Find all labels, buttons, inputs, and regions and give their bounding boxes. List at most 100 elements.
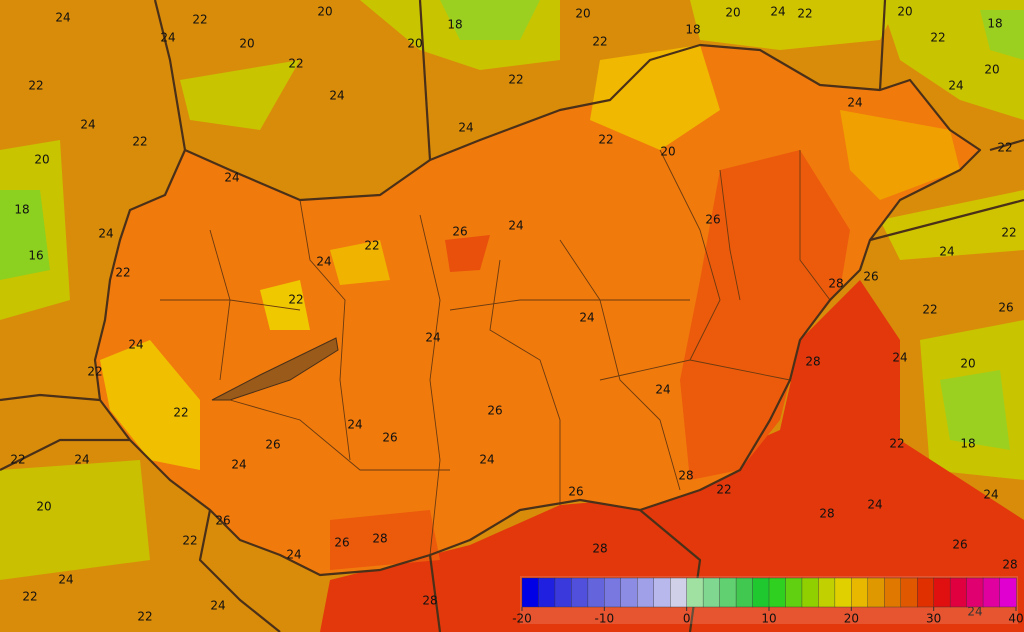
contour-label: 24 [329, 89, 344, 103]
contour-label: 24 [458, 121, 473, 135]
country-border [93, 43, 982, 577]
contour-label: 22 [364, 239, 379, 253]
colorbar-segment [768, 577, 787, 608]
outer-patches [0, 0, 1024, 580]
contour-label: 26 [998, 301, 1013, 315]
colorbar-tick-label: 0 [683, 612, 691, 626]
colorbar-segment [571, 577, 589, 608]
contour-label: 18 [987, 17, 1002, 31]
contour-label: 20 [960, 357, 975, 371]
contour-label: 22 [598, 133, 613, 147]
contour-label: 22 [288, 57, 303, 71]
colorbar-segment [637, 577, 655, 608]
contour-label: 22 [797, 7, 812, 21]
colorbar: -20 -10 0 10 20 30 40 [512, 576, 1024, 626]
contour-label: 24 [948, 79, 963, 93]
colorbar-tick-label: 40 [1008, 612, 1023, 626]
contour-label: 28 [819, 507, 834, 521]
colorbar-segment [554, 577, 573, 608]
contour-label: 26 [265, 438, 280, 452]
colorbar-segment [949, 577, 968, 608]
contour-label: 22 [288, 293, 303, 307]
contour-label: 24 [508, 219, 523, 233]
colorbar-segment [917, 577, 935, 608]
contour-label: 20 [575, 7, 590, 21]
contour-label: 28 [1002, 558, 1017, 572]
colorbar-segment [933, 577, 951, 608]
contour-label: 24 [892, 351, 907, 365]
contour-label: 24 [867, 498, 882, 512]
contour-label: 24 [425, 331, 440, 345]
county-borders [160, 149, 831, 556]
contour-label: 26 [568, 485, 583, 499]
contour-label: 24 [847, 96, 862, 110]
colorbar-segment [538, 577, 556, 608]
colorbar-tick-label: -20 [512, 612, 532, 626]
contour-label: 20 [36, 500, 51, 514]
colorbar-segment [785, 577, 803, 608]
colorbar-segment [867, 577, 885, 608]
contour-label: 22 [182, 534, 197, 548]
colorbar-segment [752, 577, 770, 608]
contour-label: 22 [22, 590, 37, 604]
contour-label: 22 [997, 141, 1012, 155]
contour-label: 24 [80, 118, 95, 132]
colorbar-segment [686, 577, 704, 608]
contour-label: 18 [447, 18, 462, 32]
contour-label: 24 [939, 245, 954, 259]
colorbar-segment [521, 577, 540, 608]
contour-label: 22 [132, 135, 147, 149]
contour-label: 22 [716, 483, 731, 497]
contour-label: 24 [770, 5, 785, 19]
colorbar-segment [801, 577, 820, 608]
contour-label: 22 [115, 266, 130, 280]
colorbar-segment [851, 577, 869, 608]
contour-label: 24 [55, 11, 70, 25]
contour-label: 20 [984, 63, 999, 77]
contour-label: 22 [889, 437, 904, 451]
contour-label: 28 [678, 469, 693, 483]
contour-label: 22 [87, 365, 102, 379]
contour-label: 24 [286, 548, 301, 562]
contour-label: 26 [705, 213, 720, 227]
contour-label: 26 [334, 536, 349, 550]
contour-label: 26 [863, 270, 878, 284]
contour-label: 28 [828, 277, 843, 291]
contour-label: 24 [224, 171, 239, 185]
contour-label: 18 [14, 203, 29, 217]
contour-label: 20 [897, 5, 912, 19]
colorbar-segment [702, 577, 721, 608]
contour-label: 26 [452, 225, 467, 239]
contour-label: 22 [10, 453, 25, 467]
inner-patches [100, 45, 960, 570]
contour-label: 28 [805, 355, 820, 369]
colorbar-tick-label: -10 [595, 612, 615, 626]
contour-label: 20 [725, 6, 740, 20]
colorbar-segment [834, 577, 853, 608]
colorbar-segment [999, 577, 1017, 608]
contour-label: 26 [487, 404, 502, 418]
colorbar-segment [884, 577, 902, 608]
colorbar-segment [604, 577, 622, 608]
contour-label: 24 [58, 573, 73, 587]
contour-label: 20 [317, 5, 332, 19]
contour-label: 28 [372, 532, 387, 546]
contour-label: 24 [347, 418, 362, 432]
colorbar-segment [587, 577, 606, 608]
contour-label: 24 [210, 599, 225, 613]
colorbar-segment [719, 577, 737, 608]
colorbar-segment [653, 577, 671, 608]
contour-label: 22 [173, 406, 188, 420]
contour-label: 24 [160, 31, 175, 45]
colorbar-segment [900, 577, 918, 608]
contour-label: 20 [660, 145, 675, 159]
contour-label: 26 [215, 514, 230, 528]
contour-label: 26 [382, 431, 397, 445]
contour-label: 22 [930, 31, 945, 45]
colorbar-segment [670, 577, 688, 608]
contour-label: 24 [98, 227, 113, 241]
contour-label: 26 [952, 538, 967, 552]
colorbar-segment [982, 577, 1001, 608]
